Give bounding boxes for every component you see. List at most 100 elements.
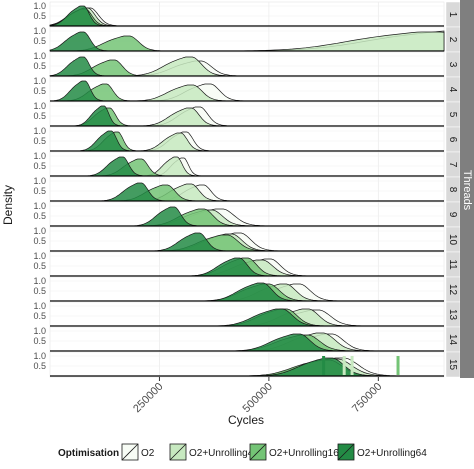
legend-label: O2+Unrolling4 xyxy=(189,448,254,459)
facet-label: 10 xyxy=(447,234,458,246)
facet-strip-2: 2 xyxy=(445,26,461,53)
facet-panel-9: 1.00.5 xyxy=(33,201,445,228)
x-tick-label: 250000 xyxy=(131,381,165,415)
y-tick-label: 1.0 xyxy=(33,1,46,11)
facet-strip-12: 12 xyxy=(445,276,461,303)
facet-label: 8 xyxy=(447,187,458,193)
rug-mark xyxy=(322,356,326,375)
y-tick-label: 0.5 xyxy=(33,111,46,121)
x-tick-label: 500000 xyxy=(241,381,275,415)
y-tick-label: 1.0 xyxy=(33,326,46,336)
facet-title-bar: Threads xyxy=(460,0,474,378)
facet-label: 9 xyxy=(447,212,458,218)
facet-panel-15: 1.00.5 xyxy=(33,351,445,378)
y-tick-label: 1.0 xyxy=(33,51,46,61)
facet-label: 15 xyxy=(447,359,458,371)
legend-label: O2 xyxy=(141,448,155,459)
facet-label: 12 xyxy=(447,284,458,296)
facet-label: 5 xyxy=(447,112,458,118)
facet-strip-13: 13 xyxy=(445,301,461,328)
facet-panel-12: 1.00.5 xyxy=(33,276,445,303)
x-axis-title: Cycles xyxy=(228,413,264,427)
y-tick-label: 0.5 xyxy=(33,86,46,96)
facet-panel-13: 1.00.5 xyxy=(33,301,445,328)
facet-label: 6 xyxy=(447,137,458,143)
facet-panel-8: 1.00.5 xyxy=(33,176,445,203)
facet-panel-5: 1.00.5 xyxy=(33,101,445,128)
facet-strip-10: 10 xyxy=(445,226,461,253)
facet-panel-7: 1.00.5 xyxy=(33,151,445,178)
y-tick-label: 1.0 xyxy=(33,201,46,211)
facet-panel-6: 1.00.5 xyxy=(33,126,445,153)
y-tick-label: 0.5 xyxy=(33,186,46,196)
density-o2-unrolling4-facet-6 xyxy=(137,132,208,152)
y-tick-label: 1.0 xyxy=(33,101,46,111)
density-o2-unrolling4-facet-5 xyxy=(138,107,224,127)
facet-label: 4 xyxy=(447,87,458,93)
y-tick-label: 1.0 xyxy=(33,301,46,311)
x-tick-label: 750000 xyxy=(350,381,384,415)
density-o2-unrolling4-facet-3 xyxy=(125,56,233,77)
y-tick-label: 1.0 xyxy=(33,76,46,86)
facet-label: 13 xyxy=(447,309,458,321)
y-axis-title: Density xyxy=(1,185,15,225)
facet-label: 1 xyxy=(447,12,458,18)
density-o2-unrolling64-facet-10 xyxy=(150,232,230,252)
legend-title: Optimisation xyxy=(58,448,119,459)
density-o2-unrolling64-facet-7 xyxy=(84,156,147,177)
legend-item-o2-unrolling64: O2+Unrolling64 xyxy=(337,443,427,461)
facet-strip-7: 7 xyxy=(445,151,461,178)
facet-strip-15: 15 xyxy=(445,351,461,378)
density-o2-unrolling64-facet-9 xyxy=(130,206,202,227)
facet-strip-14: 14 xyxy=(445,326,461,353)
facet-panel-10: 1.00.5 xyxy=(33,226,445,253)
y-tick-label: 0.5 xyxy=(33,61,46,71)
facet-label: 7 xyxy=(447,162,458,168)
facet-label: 2 xyxy=(447,37,458,43)
legend-item-o2-unrolling16: O2+Unrolling16 xyxy=(249,443,339,461)
facet-strip-9: 9 xyxy=(445,201,461,228)
density-o2-unrolling64-facet-11 xyxy=(187,257,272,277)
y-tick-label: 0.5 xyxy=(33,236,46,246)
legend: Optimisation O2 O2+Unrolling4 O2+Unrolling1… xyxy=(58,443,427,461)
facet-panel-2: 1.00.5 xyxy=(33,26,445,53)
legend-item-o2: O2 xyxy=(121,443,155,461)
density-o2-unrolling64-facet-3 xyxy=(49,56,108,77)
density-o2-unrolling64-facet-15 xyxy=(253,357,381,377)
facet-panel-3: 1.00.5 xyxy=(33,51,445,78)
facet-panel-4: 1.00.5 xyxy=(33,76,445,103)
density-o2-unrolling64-facet-13 xyxy=(212,308,326,327)
facet-panel-14: 1.00.5 xyxy=(33,326,445,353)
rug-mark xyxy=(342,356,346,375)
density-o2-unrolling64-facet-12 xyxy=(201,282,301,302)
y-tick-label: 1.0 xyxy=(33,151,46,161)
facet-strip-6: 6 xyxy=(445,126,461,153)
y-tick-label: 0.5 xyxy=(33,161,46,171)
facet-label: 11 xyxy=(447,259,458,270)
density-o2-unrolling64-facet-14 xyxy=(230,333,343,352)
facet-strip-8: 8 xyxy=(445,176,461,203)
facet-strip-5: 5 xyxy=(445,101,461,128)
y-tick-label: 1.0 xyxy=(33,351,46,361)
x-axis: 250000 500000 750000 xyxy=(131,377,384,415)
rug-mark xyxy=(350,356,354,375)
y-tick-label: 1.0 xyxy=(33,176,46,186)
y-tick-label: 0.5 xyxy=(33,311,46,321)
facet-panels: 1.00.51.00.51.00.51.00.51.00.51.00.51.00… xyxy=(33,1,445,378)
density-o2-unrolling64-facet-4 xyxy=(50,80,107,102)
y-tick-label: 0.5 xyxy=(33,336,46,346)
density-o2-unrolling4-facet-4 xyxy=(131,84,231,102)
y-tick-label: 1.0 xyxy=(33,276,46,286)
facet-strip-1: 1 xyxy=(445,1,461,28)
legend-label: O2+Unrolling16 xyxy=(269,448,339,459)
density-o2-unrolling64-facet-5 xyxy=(72,105,124,127)
density-o2-unrolling64-facet-1 xyxy=(49,5,108,27)
y-tick-label: 1.0 xyxy=(33,226,46,236)
y-tick-label: 0.5 xyxy=(33,361,46,371)
facet-label: 3 xyxy=(447,62,458,68)
facet-strip-4: 4 xyxy=(445,76,461,103)
facet-panel-1: 1.00.5 xyxy=(33,1,445,28)
legend-label: O2+Unrolling64 xyxy=(357,448,427,459)
